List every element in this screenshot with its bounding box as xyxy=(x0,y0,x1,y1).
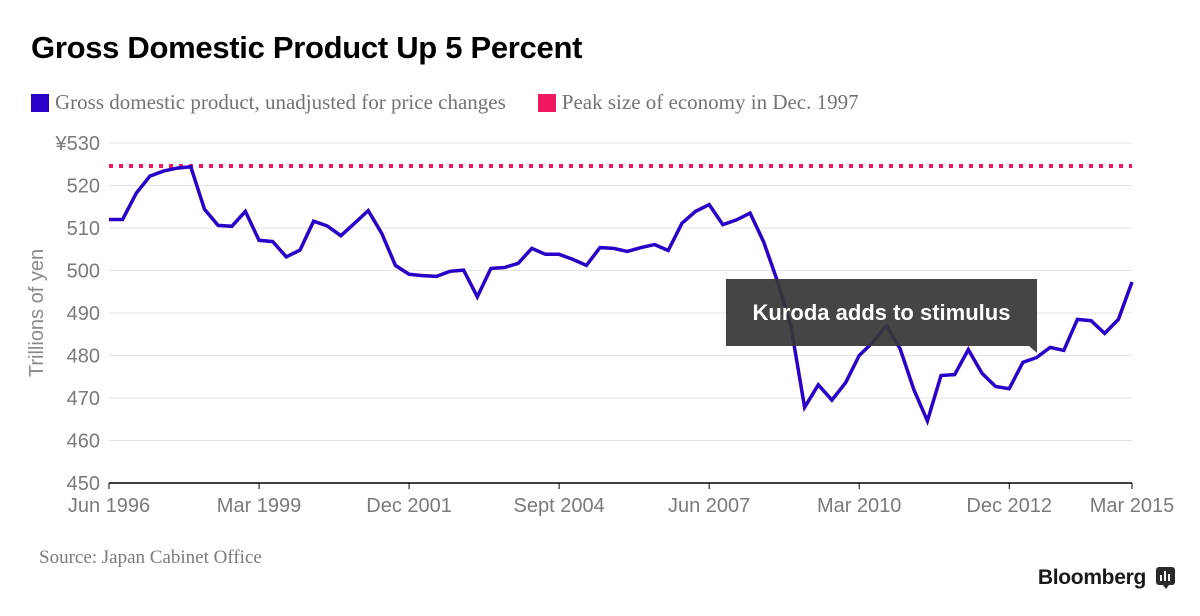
y-axis-title: Trillions of yen xyxy=(26,249,48,377)
legend-item-peak: Peak size of economy in Dec. 1997 xyxy=(537,90,859,115)
y-axis-ticks: 450 460 470 480 490 500 510 520 ¥530 xyxy=(55,133,101,495)
gdp-swatch-icon xyxy=(31,93,49,112)
y-tick-label: 490 xyxy=(67,303,100,325)
x-tick-label: Dec 2001 xyxy=(366,495,452,517)
chart-title: Gross Domestic Product Up 5 Percent xyxy=(31,30,583,65)
x-tick-label: Mar 2015 xyxy=(1090,495,1175,517)
legend-label-gdp: Gross domestic product, unadjusted for p… xyxy=(55,90,506,114)
y-tick-label: 500 xyxy=(67,261,100,283)
peak-swatch-icon xyxy=(537,93,556,112)
annotation-pointer xyxy=(1029,346,1037,353)
gdp-series xyxy=(108,164,1134,426)
x-tick-label: Jun 2007 xyxy=(668,495,750,517)
x-tick-label: Mar 2010 xyxy=(817,495,902,517)
y-tick-label: ¥530 xyxy=(55,133,101,155)
x-axis: Jun 1996 Mar 1999 Dec 2001 Sept 2004 Jun 200… xyxy=(68,482,1175,517)
bloomberg-bar-chart-icon xyxy=(1156,567,1175,589)
x-tick-label: Mar 1999 xyxy=(217,495,302,517)
x-tick-label: Sept 2004 xyxy=(514,495,605,517)
y-tick-label: 480 xyxy=(67,346,100,368)
y-tick-label: 520 xyxy=(67,176,100,198)
annotation-tooltip: Kuroda adds to stimulus xyxy=(726,279,1037,353)
y-tick-label: 460 xyxy=(67,431,100,453)
y-tick-label: 470 xyxy=(67,388,100,410)
legend-label-peak: Peak size of economy in Dec. 1997 xyxy=(561,90,859,114)
x-tick-label: Dec 2012 xyxy=(966,495,1052,517)
legend-item-gdp: Gross domestic product, unadjusted for p… xyxy=(31,90,506,115)
gdp-line xyxy=(109,164,1134,426)
y-tick-label: 450 xyxy=(67,473,100,495)
y-tick-label: 510 xyxy=(67,218,100,240)
source-note: Source: Japan Cabinet Office xyxy=(39,547,262,568)
x-tick-label: Jun 1996 xyxy=(68,495,150,517)
annotation-text: Kuroda adds to stimulus xyxy=(752,299,1011,325)
bloomberg-logo-text: Bloomberg xyxy=(1037,566,1146,589)
gridlines xyxy=(109,142,1132,441)
legend: Gross domestic product, unadjusted for p… xyxy=(31,90,891,115)
